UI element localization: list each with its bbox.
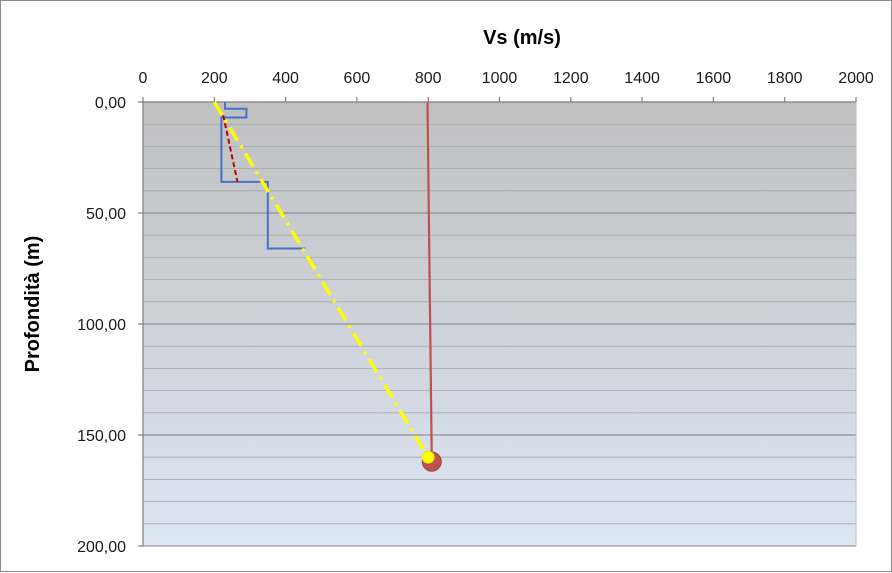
x-tick-label: 600 bbox=[344, 70, 371, 87]
x-axis-title: Vs (m/s) bbox=[483, 27, 561, 49]
x-tick-label: 200 bbox=[201, 70, 228, 87]
marker-tendenza-punto bbox=[421, 450, 435, 464]
x-tick-label: 0 bbox=[139, 70, 148, 87]
x-tick-label: 2000 bbox=[838, 70, 874, 87]
y-tick-labels: 0,00 50,00 100,00 150,00 200,00 bbox=[77, 95, 126, 556]
series-profilo-vs-strati bbox=[220, 102, 306, 250]
y-tick-label: 0,00 bbox=[95, 95, 126, 112]
series-gradiente bbox=[222, 115, 239, 183]
x-tick-label: 1800 bbox=[767, 70, 803, 87]
y-axis-title: Profondità (m) bbox=[22, 236, 44, 373]
x-tick-label: 1200 bbox=[553, 70, 589, 87]
marker-layer bbox=[421, 450, 442, 472]
x-tick-label: 400 bbox=[272, 70, 299, 87]
major-grid bbox=[143, 212, 856, 436]
y-tick-label: 50,00 bbox=[86, 206, 126, 223]
y-tick-label: 200,00 bbox=[77, 539, 126, 556]
axes bbox=[138, 97, 857, 547]
x-tick-label: 800 bbox=[415, 70, 442, 87]
x-tick-label: 1600 bbox=[696, 70, 732, 87]
series-tendenza bbox=[212, 101, 430, 459]
x-tick-labels: 0 200 400 600 800 1000 1200 1400 1600 1800 2000 bbox=[139, 70, 874, 87]
y-tick-label: 100,00 bbox=[77, 317, 126, 334]
x-tick-label: 1400 bbox=[624, 70, 660, 87]
y-tick-label: 150,00 bbox=[77, 428, 126, 445]
x-tick-label: 1000 bbox=[482, 70, 518, 87]
series-layer bbox=[212, 101, 433, 462]
series-vs-equivalente bbox=[426, 101, 433, 462]
minor-grid bbox=[143, 123, 856, 525]
